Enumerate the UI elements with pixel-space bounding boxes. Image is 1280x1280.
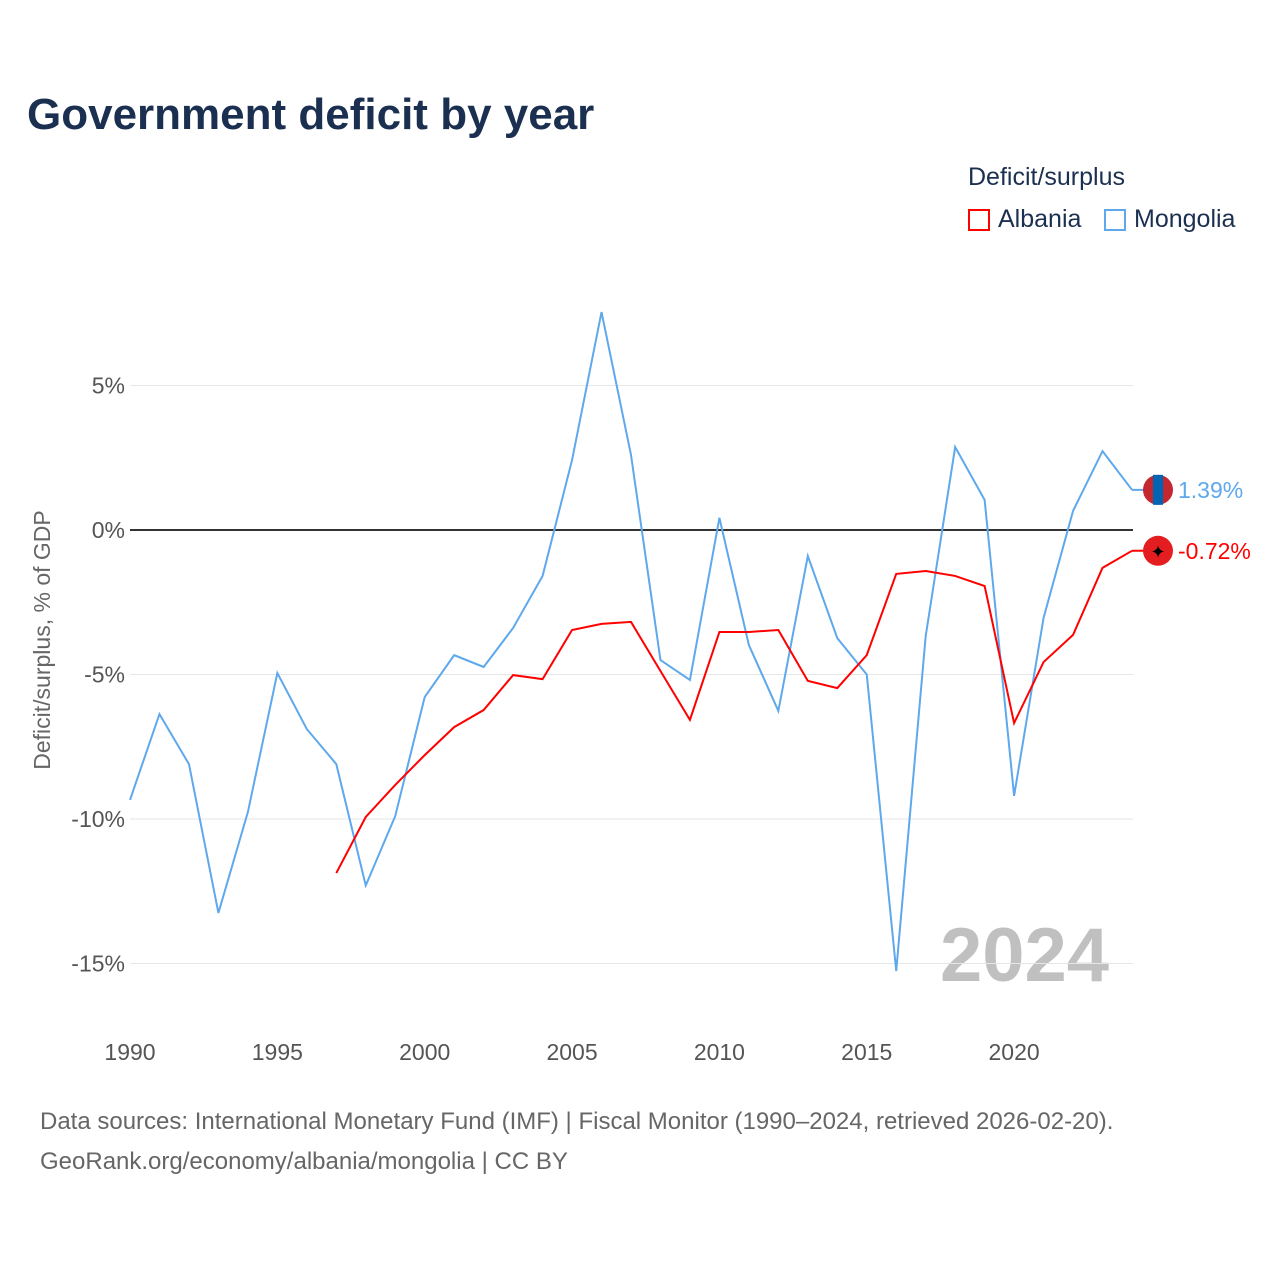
x-tick-label: 2010 xyxy=(694,1039,745,1065)
x-tick-label: 2020 xyxy=(989,1039,1040,1065)
y-axis-label: Deficit/surplus, % of GDP xyxy=(29,510,55,769)
year-watermark: 2024 xyxy=(940,913,1110,998)
legend-swatch-albania xyxy=(968,208,990,231)
y-tick-label: 0% xyxy=(92,517,125,543)
x-tick-label: 2000 xyxy=(399,1039,450,1065)
end-value-label: -0.72% xyxy=(1178,538,1251,564)
legend-item-mongolia[interactable]: Mongolia xyxy=(1104,205,1235,234)
legend-title: Deficit/surplus xyxy=(968,163,1125,191)
y-tick-label: -10% xyxy=(71,806,125,832)
x-tick-label: 1995 xyxy=(252,1039,303,1065)
x-tick-label: 2005 xyxy=(546,1039,597,1065)
series-line-albania xyxy=(335,549,1133,874)
chart-title: Government deficit by year xyxy=(27,90,595,139)
legend-label: Mongolia xyxy=(1134,205,1236,233)
flag-stripe xyxy=(1153,474,1163,505)
y-tick-label: 5% xyxy=(92,373,125,399)
source-line-2: GeoRank.org/economy/albania/mongolia | C… xyxy=(40,1148,568,1175)
series-line-mongolia xyxy=(129,311,1133,972)
y-tick-label: -5% xyxy=(84,662,125,688)
end-value-label: 1.39% xyxy=(1178,477,1243,503)
source-line-1: Data sources: International Monetary Fun… xyxy=(40,1108,1114,1135)
y-tick-label: -15% xyxy=(71,951,125,977)
legend-item-albania[interactable]: Albania xyxy=(968,205,1081,234)
flag-albania-icon xyxy=(1143,535,1173,566)
x-tick-label: 2015 xyxy=(841,1039,892,1065)
legend-label: Albania xyxy=(998,205,1082,233)
legend-swatch-mongolia xyxy=(1104,208,1126,231)
x-tick-label: 1990 xyxy=(104,1039,155,1065)
flag-eagle-icon: ✦ xyxy=(1150,542,1165,562)
